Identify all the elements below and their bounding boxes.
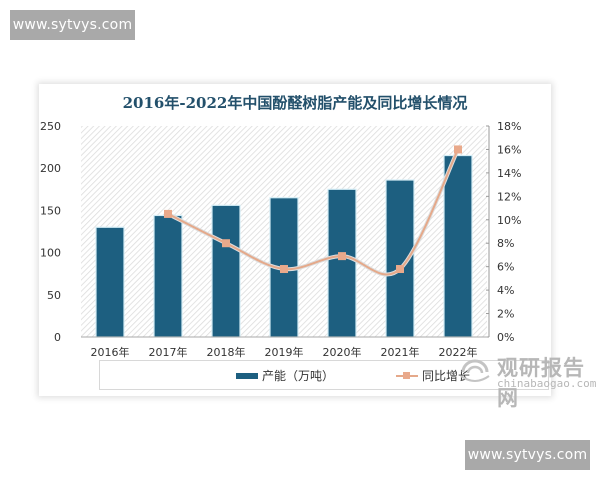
legend-item-growth: 同比增长 <box>396 367 470 384</box>
left-axis-tick: 250 <box>40 120 61 133</box>
source-logo-text: 观研报告网 <box>497 356 585 410</box>
chart-legend: 产能（万吨） 同比增长 <box>99 360 549 390</box>
x-axis-tick: 2016年 <box>91 345 130 359</box>
watermark-bottom-right: www.sytvys.com <box>465 440 590 470</box>
source-logo-url: chinabaogao.com <box>497 377 597 390</box>
right-axis-tick: 2% <box>497 308 514 321</box>
right-axis-tick: 4% <box>497 284 514 297</box>
left-axis: 0 50 100 150 200 250 <box>40 120 61 344</box>
right-axis-tick: 14% <box>497 167 521 180</box>
left-axis-tick: 50 <box>47 289 61 302</box>
x-axis-tick: 2018年 <box>207 345 246 359</box>
x-axis-tick: 2021年 <box>381 345 420 359</box>
left-axis-tick: 150 <box>40 204 61 217</box>
legend-bar-swatch-icon <box>236 372 258 379</box>
x-axis: 2016年 2017年 2018年 2019年 2020年 2021年 2022年 <box>81 336 487 359</box>
left-axis-tick: 100 <box>40 247 61 260</box>
chart-title: 2016年-2022年中国酚醛树脂产能及同比增长情况 <box>122 94 468 112</box>
bar <box>95 226 125 338</box>
line-marker <box>280 265 288 274</box>
right-axis: 0% 2% 4% 6% 8% 10% 12% 14% 16% 18% <box>486 120 521 344</box>
right-axis-tick: 16% <box>497 143 521 156</box>
source-logo-watermark: 观研报告网 chinabaogao.com <box>459 352 599 410</box>
legend-item-capacity: 产能（万吨） <box>236 367 334 384</box>
bar <box>443 154 473 338</box>
line-marker <box>164 209 172 218</box>
bar <box>327 188 357 338</box>
x-axis-tick: 2022年 <box>439 345 478 359</box>
legend-label-capacity: 产能（万吨） <box>262 369 335 383</box>
right-axis-tick: 10% <box>497 214 521 227</box>
swirl-logo-icon <box>460 359 490 382</box>
line-marker <box>338 252 346 261</box>
line-marker <box>222 239 230 248</box>
line-series <box>164 145 462 277</box>
x-axis-tick: 2020年 <box>323 345 362 359</box>
legend-line-marker-icon <box>396 371 418 379</box>
right-axis-tick: 18% <box>497 120 521 133</box>
bar <box>211 204 241 338</box>
line-marker <box>454 145 462 154</box>
chart-plot: 0 50 100 150 200 250 0% 2% 4% 6% 8% 10% 12% 14% 16% 18… <box>40 120 521 359</box>
left-axis-tick: 200 <box>40 162 61 175</box>
x-axis-tick: 2017年 <box>149 345 188 359</box>
x-axis-tick: 2019年 <box>265 345 304 359</box>
legend-label-growth: 同比增长 <box>422 369 471 383</box>
right-axis-tick: 6% <box>497 261 514 274</box>
line-marker <box>396 265 404 274</box>
right-axis-tick: 8% <box>497 237 514 250</box>
chart-card: 2016年-2022年中国酚醛树脂产能及同比增长情况 0 50 100 150 200 2… <box>39 84 596 410</box>
watermark-top-left: www.sytvys.com <box>10 10 135 40</box>
right-axis-tick: 0% <box>497 331 514 344</box>
left-axis-tick: 0 <box>54 331 61 344</box>
bar <box>153 214 183 338</box>
right-axis-tick: 12% <box>497 190 521 203</box>
